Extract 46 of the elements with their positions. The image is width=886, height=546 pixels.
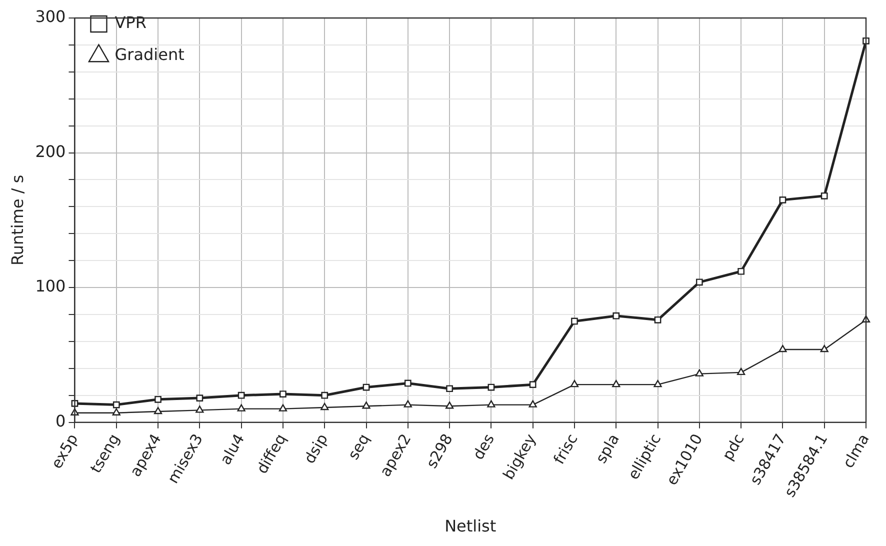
point [237,404,246,412]
point [571,318,578,325]
point [154,396,162,403]
point [446,385,453,392]
point [820,344,828,352]
point [612,312,620,320]
x-tick-label: seq [344,430,374,463]
y-tick-label: 200 [35,142,66,161]
point [696,278,703,286]
x-tick-label: des [469,430,498,463]
point [654,316,662,324]
point [404,380,412,387]
point [280,390,286,398]
y-tick-label: 100 [35,276,66,296]
point [738,268,744,275]
point [654,380,662,388]
point [737,368,746,376]
point [778,344,787,352]
point [321,392,328,399]
point [487,400,496,408]
point [528,400,537,408]
point [196,394,204,402]
point [404,400,412,408]
point [779,196,786,204]
point [445,402,454,409]
point [529,381,536,388]
x-axis-title: Netlist [444,516,496,536]
point [238,392,245,399]
y-axis-title: Runtime / s [8,174,27,266]
y-tick-label: 0 [56,411,66,430]
point [112,408,120,416]
point [362,402,370,409]
point [820,192,828,200]
point [488,384,495,391]
point [570,380,579,388]
legend-label: Gradient [114,45,184,64]
point [154,406,162,414]
y-tick-label: 300 [35,7,66,26]
point [695,369,704,376]
point [320,402,329,410]
point [112,401,120,408]
point [612,380,620,388]
point [362,384,370,391]
point [862,37,870,44]
point [278,404,288,412]
point [196,406,204,413]
